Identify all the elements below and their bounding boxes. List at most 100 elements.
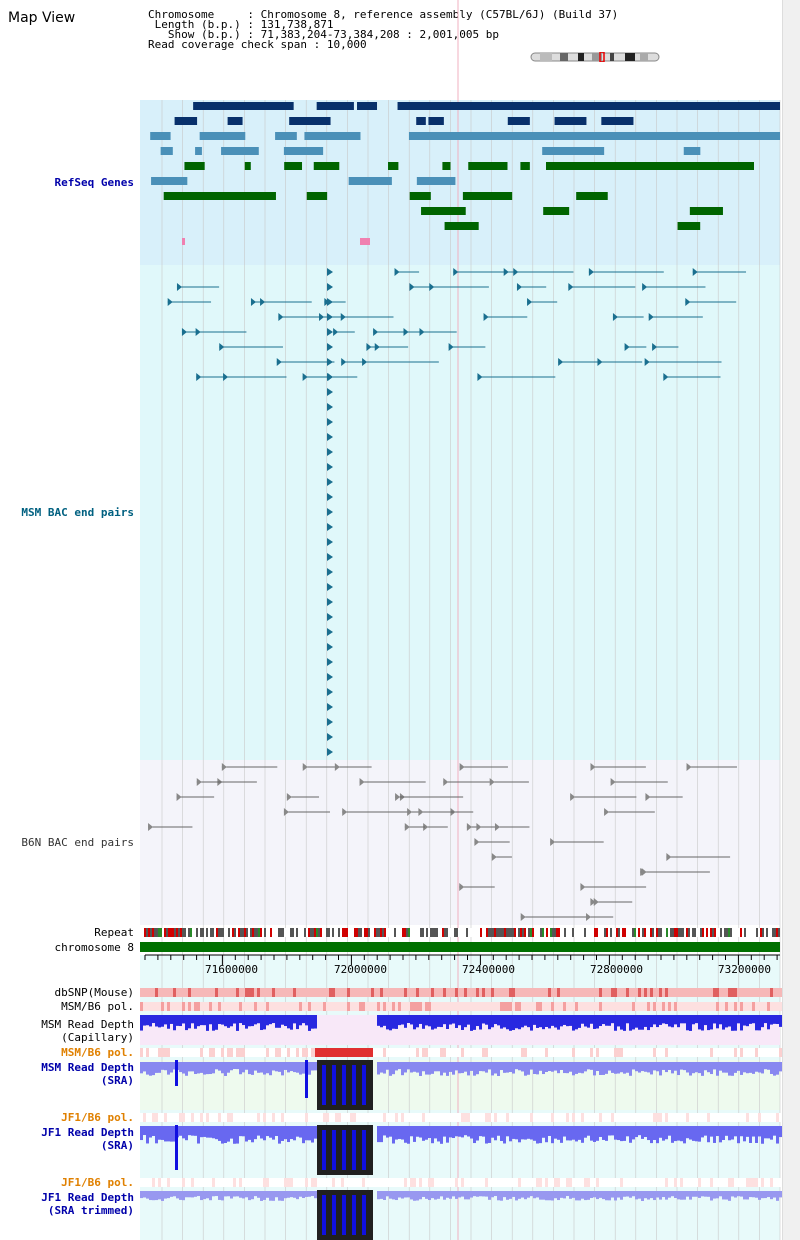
depth-bar (404, 1126, 407, 1143)
heat-cell (434, 1048, 437, 1057)
track-label-msm-bac[interactable]: MSM BAC end pairs (21, 506, 134, 519)
heat-cell (713, 988, 716, 997)
repeat-mark (206, 928, 208, 937)
heat-cell (251, 988, 254, 997)
depth-bar (677, 1126, 680, 1141)
heat-cell (521, 988, 524, 997)
depth-bar (227, 1062, 230, 1073)
track-label-msm-b6-pol-1[interactable]: MSM/B6 pol. (61, 1000, 134, 1013)
heat-cell (707, 1178, 710, 1187)
depth-spike (332, 1065, 336, 1105)
track-label-b6n-bac[interactable]: B6N BAC end pairs (21, 836, 134, 849)
heat-cell (503, 988, 506, 997)
depth-bar (140, 1126, 143, 1141)
depth-bar (758, 1015, 761, 1031)
repeat-mark (748, 928, 750, 937)
heat-cell (464, 1113, 467, 1122)
depth-bar (173, 1126, 176, 1142)
repeat-mark (402, 928, 404, 937)
track-label-chromosome[interactable]: chromosome 8 (54, 941, 134, 954)
depth-bar (734, 1062, 737, 1073)
depth-bar (260, 1191, 263, 1201)
repeat-mark (548, 928, 550, 937)
repeat-mark (602, 928, 604, 937)
bac-end-mark (466, 823, 472, 831)
heat-cell (365, 988, 368, 997)
heat-cell (743, 1113, 746, 1122)
heat-cell (275, 1178, 278, 1187)
heat-cell (686, 1178, 689, 1187)
heat-cell (263, 1113, 266, 1122)
repeat-mark (398, 928, 400, 937)
heat-cell (176, 988, 179, 997)
repeat-mark (264, 928, 266, 937)
track-label-msm-b6-pol-2[interactable]: MSM/B6 pol. (61, 1046, 134, 1059)
gene-block (244, 162, 251, 170)
depth-bar (656, 1191, 659, 1198)
depth-bar (770, 1126, 773, 1140)
bac-end-mark (407, 808, 413, 816)
depth-bar (635, 1126, 638, 1138)
vertical-scrollbar[interactable] (782, 0, 800, 1240)
heat-cell (218, 1113, 221, 1122)
repeat-mark (696, 928, 698, 937)
track-label-msm-depth-sra-1[interactable]: MSM Read Depth (41, 1061, 134, 1074)
repeat-mark (374, 928, 376, 937)
page-title: Map View (8, 10, 76, 26)
depth-bar (593, 1126, 596, 1142)
depth-bar (605, 1191, 608, 1201)
heat-cell (719, 988, 722, 997)
depth-bar (695, 1062, 698, 1073)
depth-bar (485, 1015, 488, 1025)
depth-bar (161, 1015, 164, 1027)
track-label-msm-depth-cap-1[interactable]: MSM Read Depth (41, 1018, 134, 1031)
repeat-mark (658, 928, 660, 937)
heat-cell (350, 1178, 353, 1187)
heat-cell (506, 1178, 509, 1187)
heat-cell (338, 988, 341, 997)
chromosome-ideogram[interactable] (530, 52, 660, 62)
track-label-repeat[interactable]: Repeat (94, 926, 134, 939)
repeat-mark (632, 928, 634, 937)
heat-cell (737, 1002, 740, 1011)
heat-cell (440, 1002, 443, 1011)
depth-bar (701, 1191, 704, 1197)
repeat-mark (254, 928, 256, 937)
depth-bar (683, 1015, 686, 1024)
heat-cell (767, 1113, 770, 1122)
depth-bar (218, 1015, 221, 1025)
depth-bar (617, 1126, 620, 1141)
heat-cell (218, 1178, 221, 1187)
heat-cell (689, 1113, 692, 1122)
depth-spike (362, 1195, 366, 1235)
depth-bar (611, 1126, 614, 1136)
heat-cell (365, 1113, 368, 1122)
repeat-mark (530, 928, 532, 937)
depth-bar (275, 1126, 278, 1137)
heat-cell (428, 1002, 431, 1011)
repeat-mark (144, 928, 146, 937)
repeat-mark (304, 928, 306, 937)
track-label-refseq[interactable]: RefSeq Genes (54, 176, 134, 189)
depth-bar (479, 1126, 482, 1137)
depth-bar (521, 1015, 524, 1028)
track-label-jf1-b6-pol-1[interactable]: JF1/B6 pol. (61, 1111, 134, 1124)
heat-cell (455, 1178, 458, 1187)
gene-block (284, 162, 303, 170)
track-label-jf1-depth-trim-1[interactable]: JF1 Read Depth (41, 1191, 134, 1204)
heat-cell (539, 988, 542, 997)
repeat-mark (510, 928, 512, 937)
track-label-jf1-depth-sra-1[interactable]: JF1 Read Depth (41, 1126, 134, 1139)
track-label-jf1-b6-pol-2[interactable]: JF1/B6 pol. (61, 1176, 134, 1189)
heat-cell (515, 1113, 518, 1122)
repeat-mark (172, 928, 174, 937)
depth-bar (668, 1015, 671, 1027)
heat-cell (608, 988, 611, 997)
depth-bar (401, 1191, 404, 1199)
depth-bar (467, 1062, 470, 1076)
bac-end-mark (342, 808, 348, 816)
track-label-dbsnp[interactable]: dbSNP(Mouse) (54, 986, 134, 999)
depth-bar (404, 1062, 407, 1073)
heat-cell (365, 1178, 368, 1187)
